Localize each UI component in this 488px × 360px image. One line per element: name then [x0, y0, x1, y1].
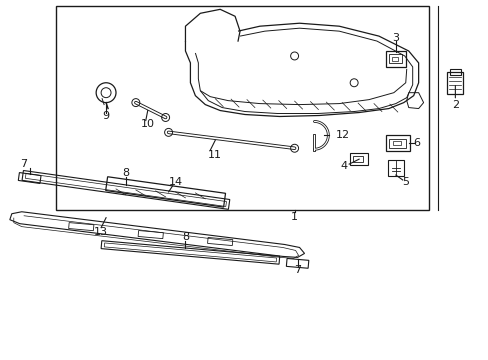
- Text: 9: 9: [102, 112, 109, 121]
- Text: 11: 11: [208, 150, 222, 160]
- Text: 8: 8: [182, 231, 189, 242]
- Text: 5: 5: [402, 177, 408, 187]
- Text: 3: 3: [391, 33, 399, 43]
- Text: 10: 10: [141, 120, 154, 130]
- Text: 2: 2: [451, 100, 458, 109]
- Text: 12: 12: [336, 130, 350, 140]
- Bar: [56, 6, 427, 210]
- Text: 7: 7: [293, 265, 301, 275]
- Text: 14: 14: [168, 177, 182, 187]
- Text: 13: 13: [94, 226, 108, 237]
- Text: 4: 4: [340, 161, 347, 171]
- Text: 6: 6: [412, 138, 419, 148]
- Text: 7: 7: [20, 159, 27, 169]
- Text: 8: 8: [122, 168, 129, 178]
- Text: 1: 1: [290, 212, 298, 222]
